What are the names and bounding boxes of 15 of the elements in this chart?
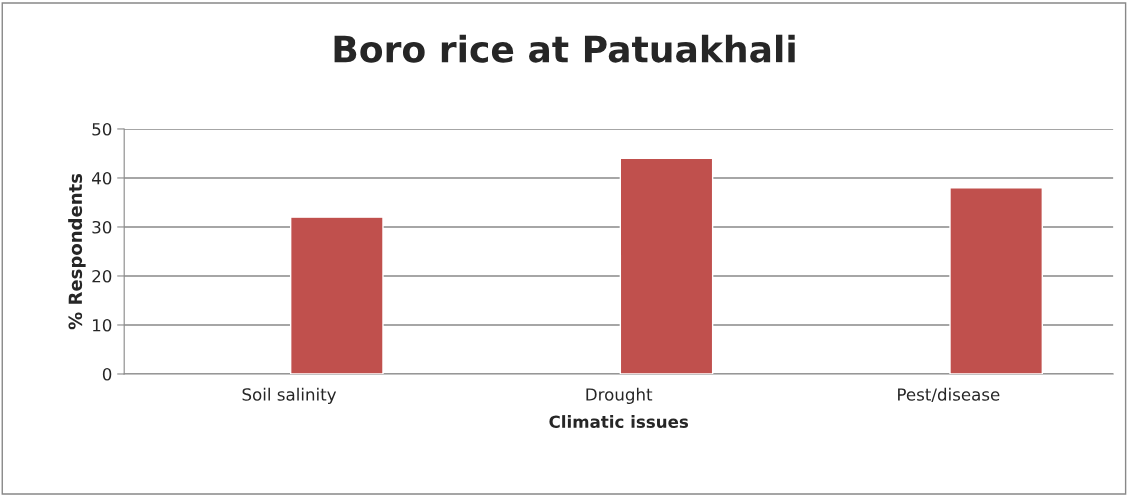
bar bbox=[619, 157, 714, 374]
y-tick-label: 30 bbox=[92, 220, 112, 234]
y-axis-title: % Respondents bbox=[68, 173, 86, 330]
bar bbox=[949, 187, 1044, 374]
x-axis-title: Climatic issues bbox=[549, 415, 689, 429]
bar bbox=[289, 216, 384, 374]
x-tick-label: Soil salinity bbox=[242, 387, 337, 404]
y-tick-label: 50 bbox=[92, 122, 112, 136]
x-tick-label: Drought bbox=[586, 387, 653, 404]
y-tick-label: 20 bbox=[92, 269, 112, 283]
y-tick-label: 10 bbox=[93, 318, 112, 332]
y-tick-label: 0 bbox=[102, 367, 112, 381]
y-tick-label: 40 bbox=[91, 171, 112, 185]
chart-title: Boro rice at Patuakhali bbox=[334, 34, 795, 63]
x-tick-label: Pest/disease bbox=[898, 387, 1000, 403]
